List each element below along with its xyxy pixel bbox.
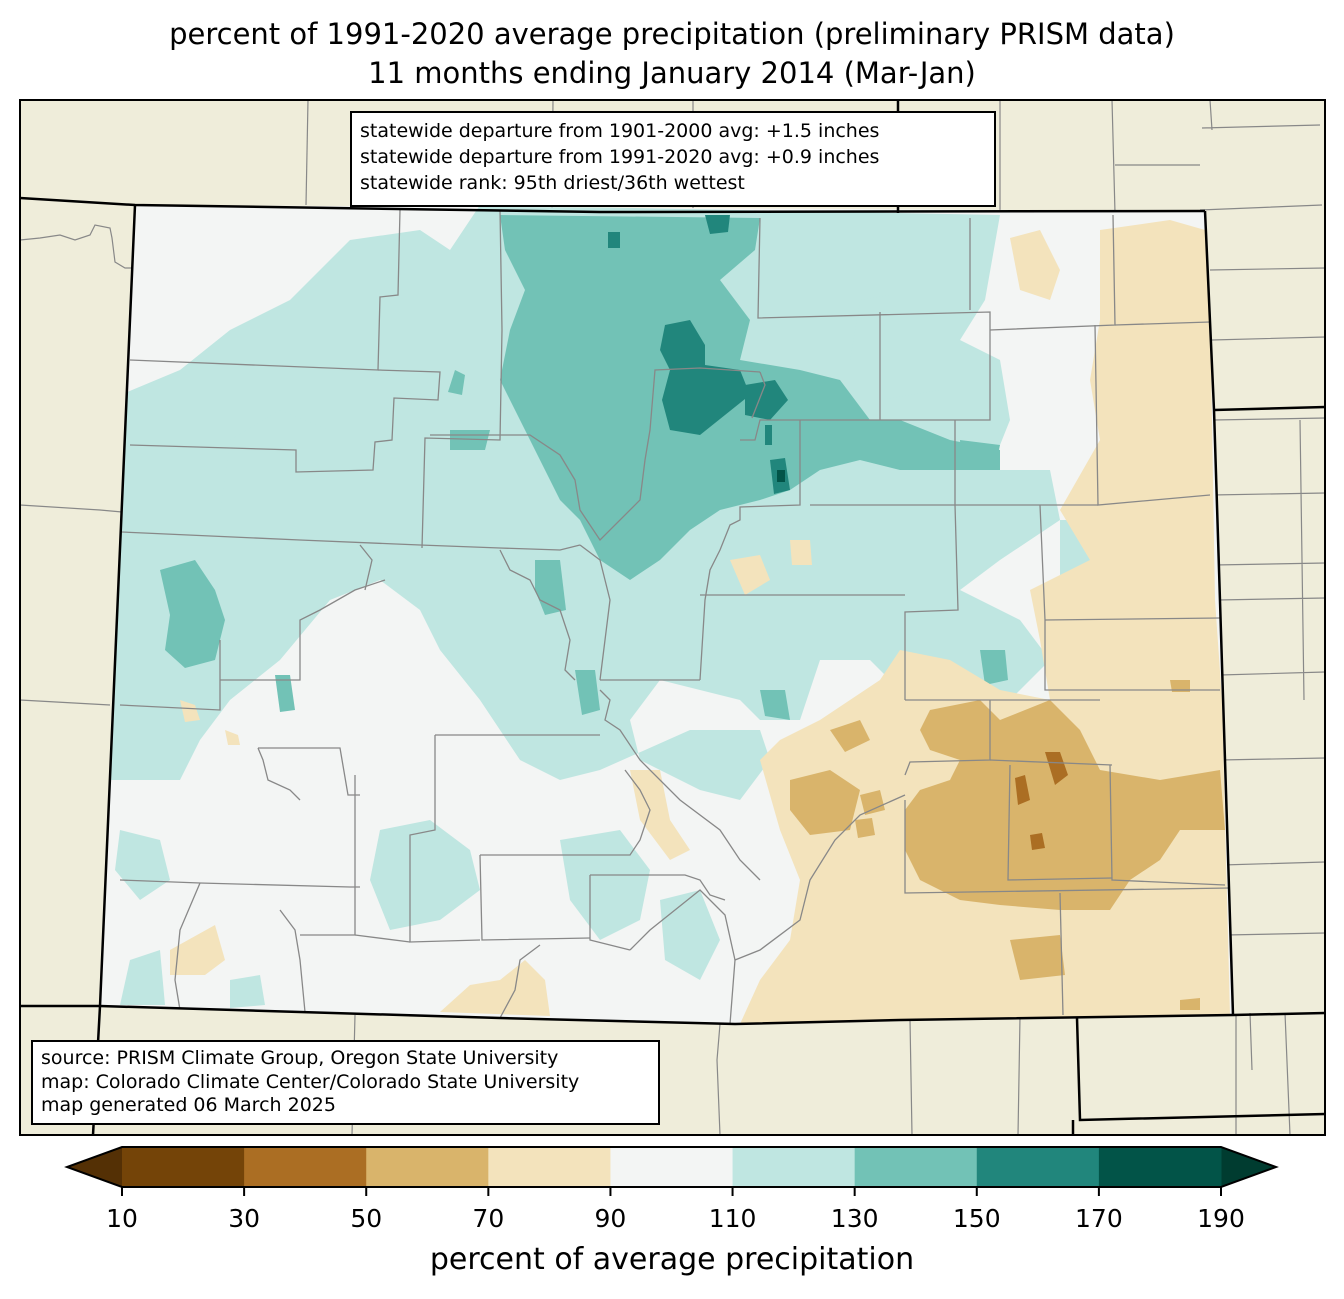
source-line: source: PRISM Climate Group, Oregon Stat… (41, 1047, 650, 1071)
colorbar-label: percent of average precipitation (0, 1242, 1344, 1277)
colorbar-bin-150-170 (977, 1147, 1100, 1187)
colorbar-bin-110-130 (733, 1147, 856, 1187)
colorbar-tick-label: 150 (953, 1204, 1001, 1233)
colorbar-over-arrow (1221, 1147, 1276, 1187)
map-credit-line: map: Colorado Climate Center/Colorado St… (41, 1071, 650, 1095)
colorbar-bin-10-30 (122, 1147, 245, 1187)
stats-line-rank: statewide rank: 95th driest/36th wettest (360, 170, 986, 196)
colorbar-tick-label: 170 (1075, 1204, 1123, 1233)
colorbar-bin-50-70 (366, 1147, 489, 1187)
colorbar-bin-130-150 (855, 1147, 978, 1187)
colorbar-bin-30-50 (244, 1147, 367, 1187)
source-credit-box: source: PRISM Climate Group, Oregon Stat… (31, 1040, 660, 1125)
colorbar-bin-170-190 (1099, 1147, 1222, 1187)
colorbar-bin-70-90 (488, 1147, 611, 1187)
colorbar-tick-label: 190 (1197, 1204, 1245, 1233)
colorbar-bin-90-110 (610, 1147, 733, 1187)
colorado-precip-field (90, 200, 1250, 1030)
colorbar-tick-label: 110 (709, 1204, 757, 1233)
colorbar-tick-label: 50 (350, 1204, 382, 1233)
colorbar-tick-label: 30 (228, 1204, 260, 1233)
stats-line-departure-1901-2000: statewide departure from 1901-2000 avg: … (360, 118, 986, 144)
colorbar-tick-label: 130 (831, 1204, 879, 1233)
statewide-stats-box: statewide departure from 1901-2000 avg: … (350, 111, 996, 207)
colorbar-tick-label: 10 (106, 1204, 138, 1233)
colorbar-tick-label: 90 (595, 1204, 627, 1233)
map-generated-line: map generated 06 March 2025 (41, 1094, 650, 1118)
stats-line-departure-1991-2020: statewide departure from 1991-2020 avg: … (360, 144, 986, 170)
colorbar-under-arrow (67, 1147, 122, 1187)
colorbar-tick-label: 70 (472, 1204, 504, 1233)
colorbar (67, 1147, 1276, 1196)
bin-170-190-regions (777, 470, 785, 482)
